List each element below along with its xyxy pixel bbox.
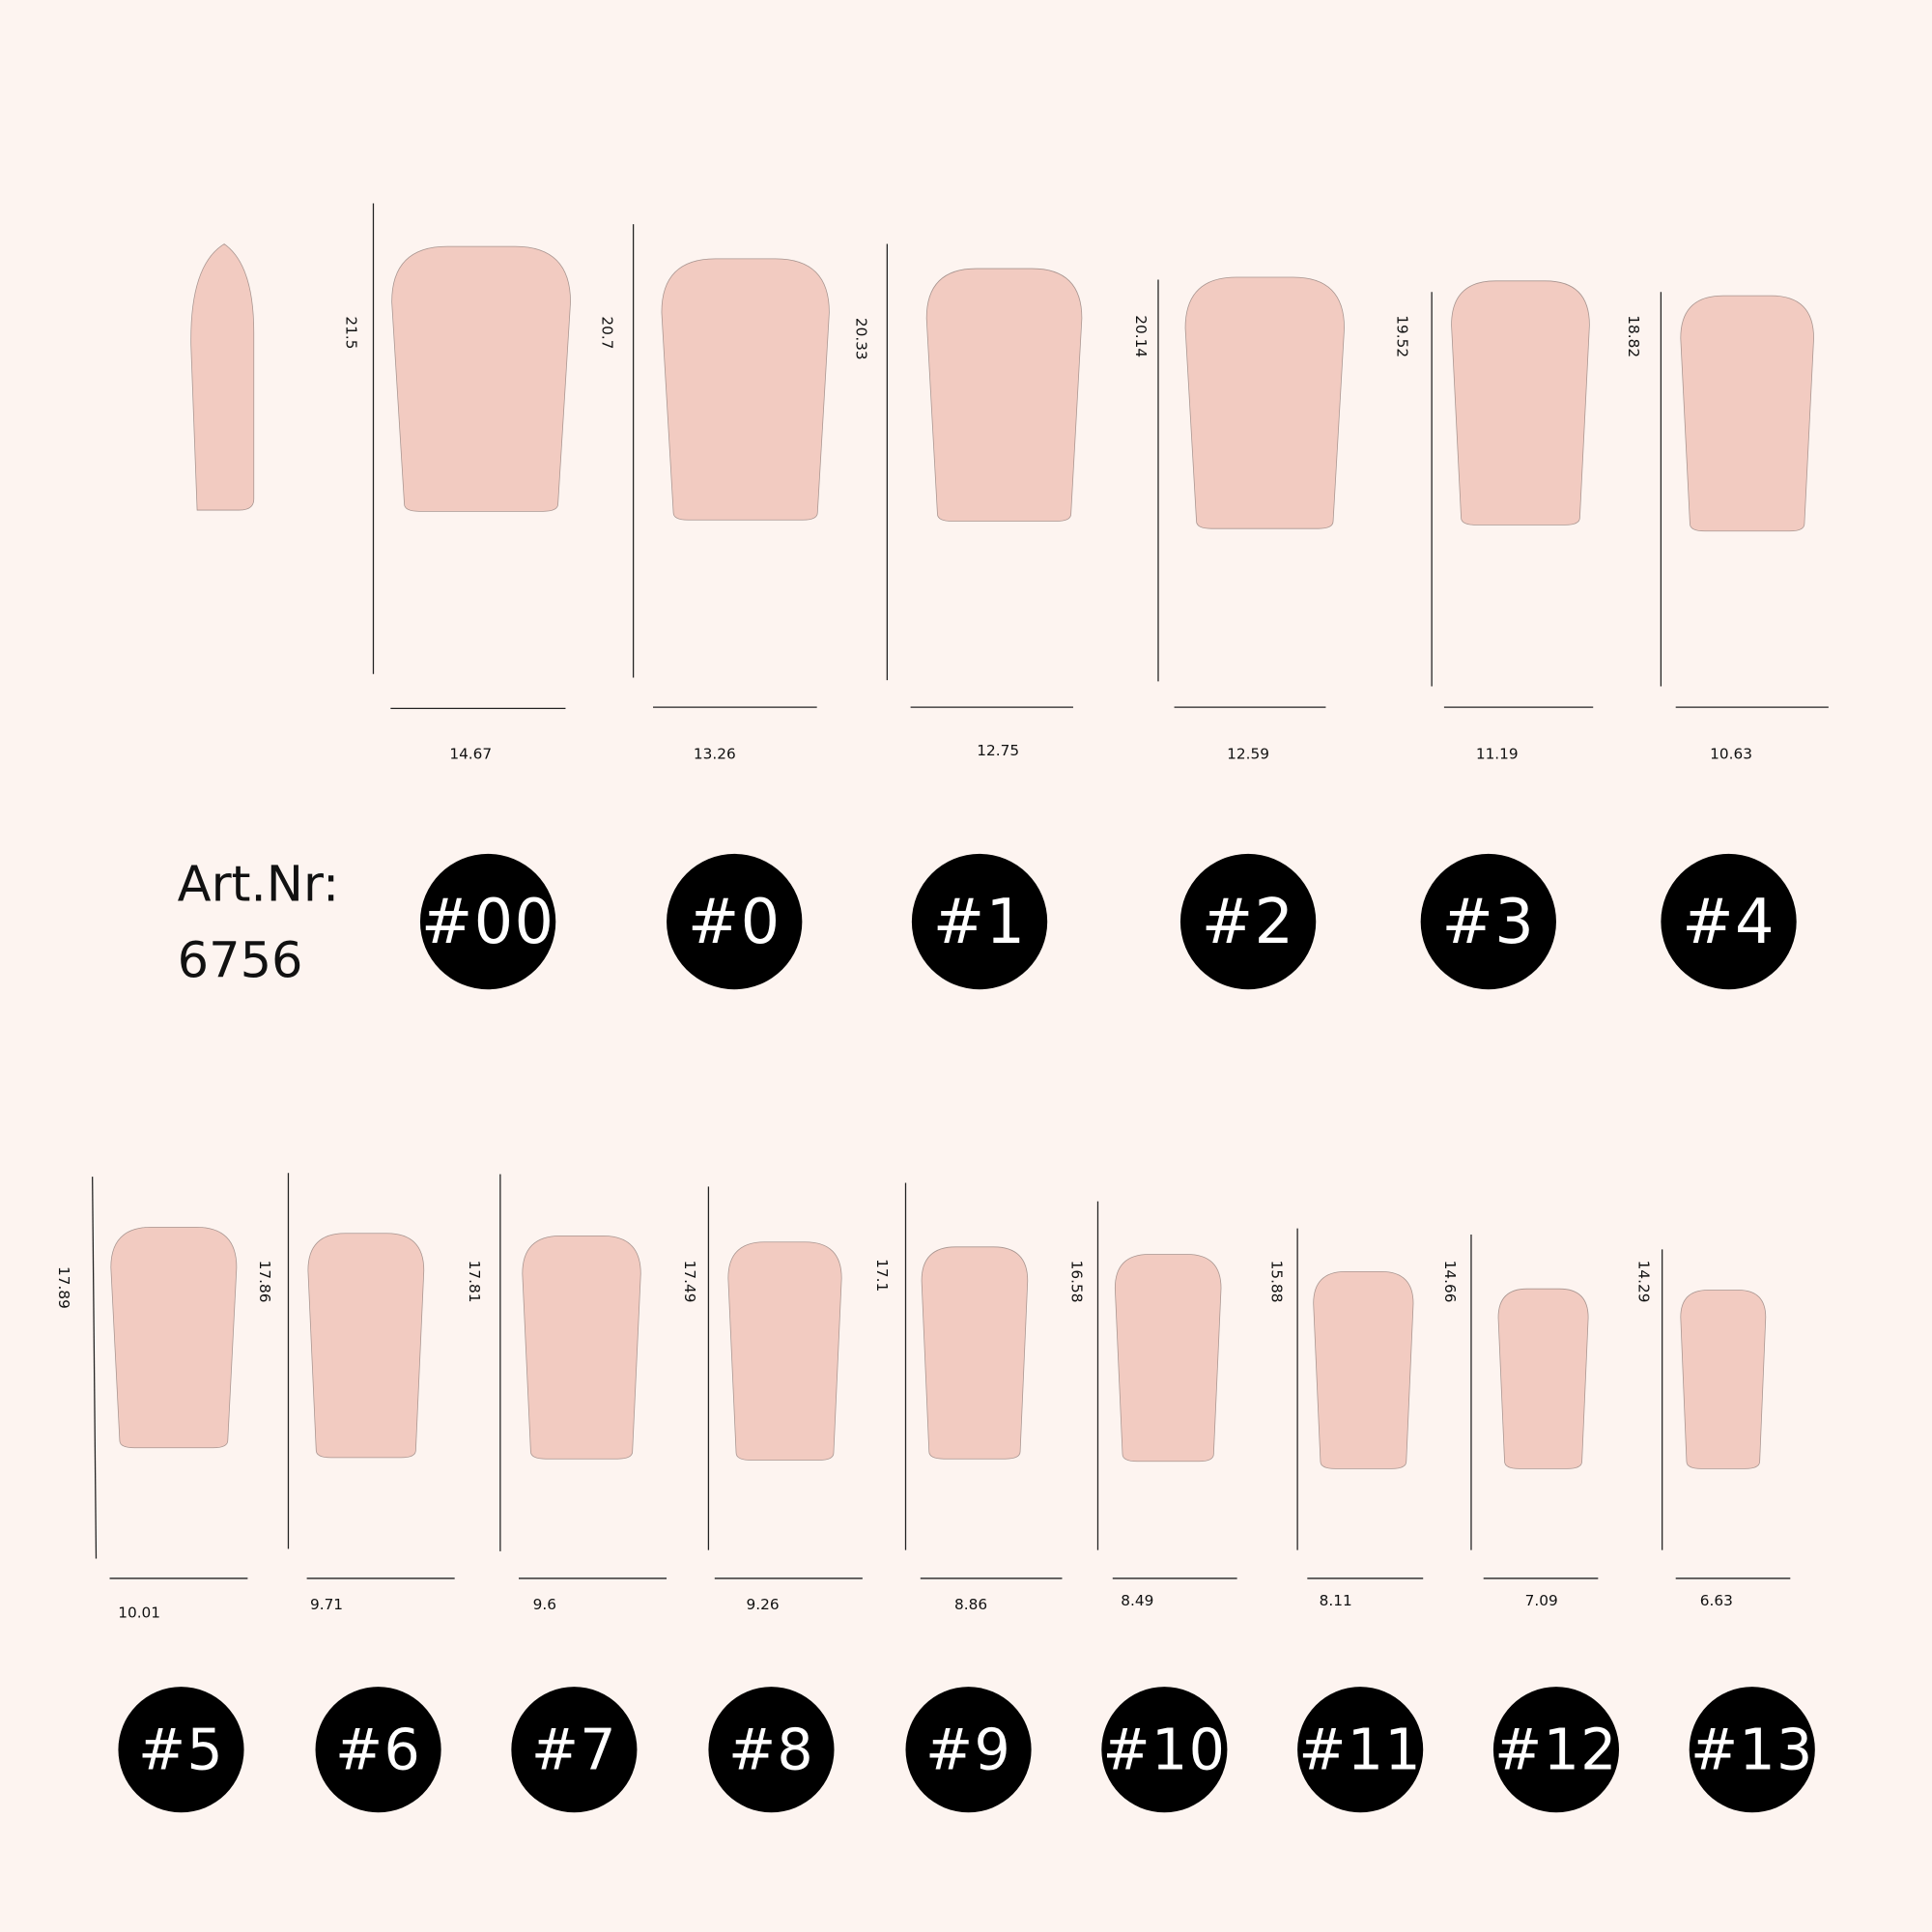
size-badge: #11 bbox=[1297, 1687, 1424, 1813]
length-label: 17.81 bbox=[466, 1260, 483, 1303]
nail-shape bbox=[727, 1241, 842, 1461]
width-label: 12.75 bbox=[977, 741, 1020, 759]
length-label: 17.86 bbox=[256, 1260, 274, 1303]
length-dimension-line bbox=[92, 1177, 98, 1559]
size-badge: #7 bbox=[511, 1687, 638, 1813]
width-label: 8.49 bbox=[1121, 1591, 1154, 1609]
length-label: 20.7 bbox=[598, 316, 616, 350]
length-label: 21.5 bbox=[342, 316, 360, 350]
nail-shape bbox=[1451, 280, 1590, 526]
nail-shape bbox=[1114, 1254, 1222, 1463]
size-badge: #10 bbox=[1101, 1687, 1228, 1813]
nail-shape bbox=[110, 1227, 238, 1449]
length-label: 17.89 bbox=[55, 1265, 73, 1309]
size-badge: #1 bbox=[911, 853, 1048, 990]
nail-shape bbox=[307, 1233, 425, 1459]
width-label: 12.59 bbox=[1227, 745, 1270, 763]
width-label: 8.11 bbox=[1319, 1591, 1352, 1609]
length-label: 17.1 bbox=[873, 1259, 892, 1293]
length-label: 15.88 bbox=[1267, 1260, 1286, 1303]
width-label: 13.26 bbox=[693, 745, 736, 763]
nail-shape bbox=[1680, 295, 1814, 532]
width-label: 10.63 bbox=[1710, 745, 1753, 763]
length-label: 19.52 bbox=[1393, 315, 1411, 358]
length-label: 20.14 bbox=[1132, 315, 1151, 358]
width-label: 8.86 bbox=[954, 1595, 988, 1613]
size-badge: #0 bbox=[667, 853, 803, 990]
article-number: 6756 bbox=[177, 932, 303, 990]
nail-shape bbox=[661, 258, 830, 521]
size-badge: #2 bbox=[1179, 853, 1317, 990]
size-badge: #13 bbox=[1689, 1687, 1815, 1813]
width-label: 14.67 bbox=[449, 745, 493, 763]
width-label: 9.6 bbox=[532, 1595, 556, 1613]
nail-shape bbox=[921, 1246, 1029, 1460]
length-label: 14.66 bbox=[1441, 1260, 1460, 1303]
size-badge: #00 bbox=[419, 853, 556, 990]
width-label: 9.71 bbox=[309, 1595, 344, 1613]
width-label: 11.19 bbox=[1475, 745, 1519, 763]
nail-side-view bbox=[190, 243, 255, 511]
width-label: 6.63 bbox=[1699, 1591, 1733, 1609]
size-badge: #6 bbox=[315, 1687, 441, 1813]
size-badge: #5 bbox=[118, 1687, 244, 1813]
nail-shape bbox=[1497, 1288, 1589, 1469]
nail-shape bbox=[522, 1235, 641, 1460]
width-label: 7.09 bbox=[1524, 1591, 1558, 1609]
width-label: 9.26 bbox=[746, 1595, 780, 1613]
size-badge: #12 bbox=[1492, 1687, 1620, 1813]
nail-shape bbox=[1313, 1270, 1414, 1469]
length-label: 17.49 bbox=[681, 1260, 699, 1303]
nail-shape bbox=[1184, 276, 1345, 529]
length-label: 14.29 bbox=[1634, 1260, 1653, 1303]
size-badge: #8 bbox=[708, 1687, 835, 1813]
length-label: 20.33 bbox=[852, 317, 870, 360]
size-badge: #3 bbox=[1420, 853, 1556, 990]
length-label: 16.58 bbox=[1067, 1260, 1086, 1303]
nail-shape bbox=[1680, 1290, 1767, 1469]
article-label: Art.Nr: bbox=[177, 856, 340, 914]
length-label: 18.82 bbox=[1625, 315, 1643, 358]
nail-shape bbox=[925, 268, 1083, 522]
size-badge: #9 bbox=[905, 1687, 1032, 1813]
width-label: 10.01 bbox=[118, 1604, 161, 1622]
size-badge: #4 bbox=[1661, 853, 1797, 990]
nail-shape bbox=[391, 245, 571, 512]
